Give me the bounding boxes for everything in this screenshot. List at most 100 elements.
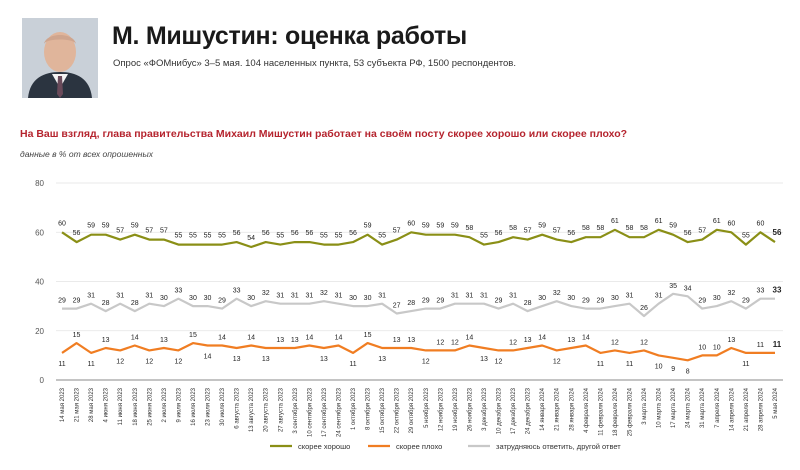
- data-label: 56: [349, 230, 357, 237]
- x-tick-label: 2 июля 2023: [162, 387, 168, 422]
- x-tick-label: 5 ноября 2023: [424, 387, 430, 428]
- data-label: 55: [378, 233, 386, 240]
- data-label: 14: [466, 335, 474, 342]
- data-label: 58: [509, 225, 517, 232]
- x-tick-label: 25 февраля 2024: [627, 387, 633, 436]
- data-label: 14: [538, 335, 546, 342]
- x-tick-label: 14 апреля 2024: [729, 387, 735, 431]
- data-label: 11: [597, 361, 604, 368]
- x-tick-label: 18 февраля 2024: [613, 387, 619, 436]
- legend-label: скорее хорошо: [298, 442, 350, 451]
- data-label: 31: [116, 293, 124, 300]
- series-line: [61, 342, 775, 362]
- data-label: 60: [58, 220, 66, 227]
- y-tick-label: 40: [35, 278, 44, 287]
- data-label: 31: [655, 293, 663, 300]
- x-tick-label: 21 апреля 2024: [744, 387, 750, 431]
- x-tick-label: 16 июля 2023: [191, 387, 197, 425]
- data-label: 13: [480, 356, 488, 363]
- data-label: 31: [335, 293, 343, 300]
- x-tick-label: 8 октября 2023: [366, 387, 372, 430]
- data-label: 58: [596, 225, 604, 232]
- data-label: 60: [727, 220, 735, 227]
- x-tick-label: 27 августа 2023: [278, 387, 284, 432]
- data-label: 59: [102, 223, 110, 230]
- portrait-icon: [22, 18, 98, 98]
- data-label: 13: [233, 356, 241, 363]
- survey-subtitle: Опрос «ФОМнибус» 3–5 мая. 104 населенных…: [113, 58, 516, 69]
- x-tick-label: 3 декабря 2023: [482, 387, 488, 431]
- data-label: 31: [509, 293, 517, 300]
- data-label: 60: [407, 220, 415, 227]
- data-label: 11: [626, 361, 633, 368]
- x-tick-label: 9 июля 2023: [176, 387, 182, 422]
- data-label: 12: [145, 358, 153, 365]
- data-label: 14: [305, 335, 313, 342]
- data-label: 14: [131, 335, 139, 342]
- x-tick-label: 6 августа 2023: [235, 387, 241, 428]
- data-label: 61: [611, 218, 619, 225]
- x-tick-label: 30 июля 2023: [220, 387, 226, 425]
- x-tick-label: 17 декабря 2023: [511, 387, 517, 434]
- data-label: 57: [524, 228, 532, 235]
- x-tick-label: 24 сентября 2023: [336, 387, 342, 437]
- data-label: 59: [87, 223, 95, 230]
- data-label: 12: [495, 358, 503, 365]
- data-label: 58: [640, 225, 648, 232]
- data-label: 58: [466, 225, 474, 232]
- data-label: 29: [582, 298, 590, 305]
- data-label: 55: [204, 233, 212, 240]
- survey-question: На Ваш взгляд, глава правительства Михаи…: [20, 128, 628, 140]
- data-label: 13: [378, 356, 386, 363]
- data-label: 29: [218, 298, 226, 305]
- x-tick-label: 28 мая 2023: [89, 387, 95, 422]
- data-label: 56: [305, 230, 313, 237]
- data-label: 11: [58, 361, 65, 368]
- x-tick-label: 18 июня 2023: [133, 387, 139, 425]
- data-label: 27: [393, 303, 401, 310]
- series-line: [62, 292, 775, 318]
- data-label: 34: [684, 285, 692, 292]
- data-label: 58: [626, 225, 634, 232]
- data-label: 9: [671, 366, 675, 373]
- data-label: 13: [407, 337, 415, 344]
- data-label: 59: [436, 223, 444, 230]
- data-label: 13: [160, 337, 168, 344]
- data-label: 30: [189, 295, 197, 302]
- x-tick-label: 10 декабря 2023: [497, 387, 503, 434]
- portrait-photo: [22, 18, 98, 98]
- data-label: 33: [233, 288, 241, 295]
- data-label: 57: [698, 228, 706, 235]
- data-label: 31: [451, 293, 459, 300]
- data-label: 61: [655, 218, 663, 225]
- series-line: [61, 228, 776, 249]
- data-label: 59: [131, 223, 139, 230]
- data-label: 33: [757, 288, 765, 295]
- x-tick-label: 13 августа 2023: [249, 387, 255, 432]
- data-label: 31: [145, 293, 153, 300]
- x-tick-label: 12 ноября 2023: [438, 387, 444, 431]
- data-label: 12: [451, 339, 459, 346]
- data-label: 58: [582, 225, 590, 232]
- data-label: 14: [247, 335, 255, 342]
- data-label: 31: [466, 293, 474, 300]
- data-label: 57: [393, 228, 401, 235]
- data-label: 29: [596, 298, 604, 305]
- y-tick-label: 0: [40, 376, 45, 385]
- x-tick-label: 29 октября 2023: [409, 387, 415, 433]
- data-label: 12: [436, 339, 444, 346]
- data-label: 12: [422, 358, 430, 365]
- data-label: 55: [480, 233, 488, 240]
- data-label: 56: [773, 228, 782, 237]
- x-tick-label: 15 октября 2023: [380, 387, 386, 433]
- data-label: 13: [291, 337, 299, 344]
- data-label: 56: [684, 230, 692, 237]
- data-label: 30: [160, 295, 168, 302]
- data-label: 28: [102, 300, 110, 307]
- data-label: 61: [713, 218, 721, 225]
- x-tick-label: 11 февраля 2024: [598, 387, 604, 435]
- data-label: 59: [451, 223, 459, 230]
- data-label: 28: [407, 300, 415, 307]
- y-tick-label: 20: [35, 327, 44, 336]
